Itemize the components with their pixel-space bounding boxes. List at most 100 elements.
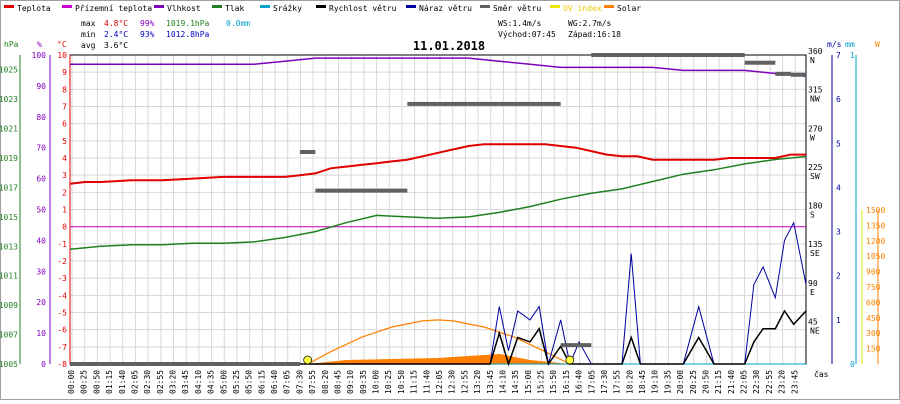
celsius-tick-label: -6: [57, 326, 67, 335]
celsius-tick-label: 2: [62, 188, 67, 197]
legend-label-1: Přízemní teplota: [75, 4, 152, 13]
wind-direction-mark: [407, 101, 438, 106]
wind-direction-mark: [714, 53, 745, 57]
x-tick-label: 02:05: [130, 370, 139, 394]
celsius-tick-label: 9: [62, 68, 67, 77]
w-tick-label: 1200: [866, 237, 885, 246]
legend-swatch-1: [62, 5, 72, 8]
wind-direction-mark: [192, 362, 224, 366]
hpa-tick-label: 1019: [0, 154, 18, 163]
x-tick-label: 00:25: [80, 370, 89, 394]
celsius-tick-label: 5: [62, 137, 67, 146]
celsius-tick-label: 6: [62, 120, 67, 129]
ms-tick-label: 2: [836, 272, 841, 281]
wind-direction-mark: [744, 60, 776, 65]
legend-label-3: Tlak: [225, 4, 244, 13]
celsius-tick-label: 1: [62, 206, 67, 215]
legend-swatch-2: [154, 5, 164, 8]
x-tick-label: 19:35: [663, 370, 672, 394]
x-tick-label: 00:00: [67, 370, 76, 394]
direction-compass-label: SE: [810, 249, 820, 258]
x-tick-label: 23:20: [778, 370, 787, 394]
pct-tick-label: 60: [36, 175, 46, 184]
axis-unit-headers: hPa % °C m/s mm W čas: [4, 40, 880, 379]
x-tick-label: 05:00: [219, 370, 228, 394]
x-tick-label: 02:55: [156, 370, 165, 394]
x-tick-label: 07:05: [283, 370, 292, 394]
x-tick-label: 22:55: [765, 370, 774, 394]
wind-direction-mark: [315, 188, 346, 193]
x-tick-label: 14:10: [498, 370, 507, 394]
legend-swatch-5: [316, 5, 326, 8]
x-tick-label: 15:50: [549, 370, 558, 394]
pressure-line: [69, 155, 807, 250]
direction-compass-label: S: [810, 211, 815, 220]
stats-min-press: 1012.8hPa: [166, 30, 210, 39]
wind-gust-line: [70, 221, 807, 366]
legend-swatch-9: [604, 5, 614, 8]
x-tick-label: 04:10: [194, 370, 203, 394]
hpa-tick-label: 1021: [0, 125, 18, 134]
x-tick-label: 05:25: [232, 370, 241, 394]
x-tick-label: 00:50: [92, 370, 101, 394]
celsius-tick-label: -1: [57, 240, 67, 249]
wind-direction-mark: [468, 101, 500, 106]
pct-tick-label: 20: [36, 298, 46, 307]
wind-direction-mark: [300, 149, 316, 154]
x-tick-label: 21:40: [727, 370, 736, 394]
direction-tick-label: 135: [808, 240, 823, 249]
pct-tick-label: 100: [32, 51, 47, 60]
wind-speed-line: [70, 309, 807, 367]
pct-unit-label: %: [37, 40, 42, 49]
x-tick-label: 13:20: [473, 370, 482, 394]
direction-compass-label: SW: [810, 172, 820, 181]
sunrise-info: Východ:07:45: [498, 30, 556, 39]
pct-tick-label: 50: [36, 206, 46, 215]
solar-radiation-area: [309, 354, 570, 364]
x-tick-label: 10:25: [384, 370, 393, 394]
legend-label-4: Srážky: [273, 4, 302, 13]
hpa-tick-label: 1013: [0, 242, 18, 251]
w-tick-label: 1350: [866, 221, 885, 230]
wind-direction-mark: [293, 362, 300, 366]
celsius-tick-label: -4: [57, 291, 67, 300]
wind-direction-mark: [591, 53, 622, 57]
ms-tick-label: 3: [836, 228, 841, 237]
x-tick-label: 18:45: [638, 370, 647, 394]
plot-area: [69, 53, 807, 367]
mm-tick-label: 1: [850, 51, 855, 60]
celsius-tick-label: -2: [57, 257, 67, 266]
x-tick-label: 15:00: [524, 370, 533, 394]
hpa-tick-label: 1009: [0, 301, 18, 310]
temperature-line: [69, 143, 806, 185]
direction-tick-label: 225: [808, 163, 823, 172]
stats-max-label: max: [81, 19, 96, 28]
x-tick-label: 20:25: [689, 370, 698, 394]
x-tick-label: 09:35: [359, 370, 368, 394]
wind-direction-mark: [223, 362, 254, 366]
direction-tick-label: 360: [808, 47, 823, 56]
pct-tick-label: 30: [36, 267, 46, 276]
w-tick-label: 1050: [866, 252, 885, 261]
direction-tick-label: 270: [808, 124, 823, 133]
legend-swatch-3: [212, 5, 222, 8]
stats-min-hum: 93%: [140, 30, 155, 39]
hpa-tick-label: 1011: [0, 272, 18, 281]
x-tick-label: 08:20: [321, 370, 330, 394]
x-tick-label: 12:55: [460, 370, 469, 394]
direction-compass-label: NW: [810, 95, 820, 104]
celsius-unit-label: °C: [57, 40, 67, 49]
x-tick-label: 08:45: [333, 370, 342, 394]
pct-tick-label: 40: [36, 236, 46, 245]
celsius-tick-label: 0: [62, 223, 67, 232]
stats-block: max 4.8°C 99% 1019.1hPa 0.0mm min 2.4°C …: [81, 19, 250, 50]
mm-tick-label: 0: [850, 360, 855, 369]
stats-max-press: 1019.1hPa: [166, 19, 210, 28]
celsius-tick-label: -5: [57, 309, 67, 318]
legend-swatch-6: [406, 5, 416, 8]
wind-direction-mark: [530, 101, 561, 106]
celsius-tick-label: -7: [57, 343, 67, 352]
w-tick-label: 450: [866, 314, 881, 323]
wind-direction-mark: [790, 72, 806, 77]
